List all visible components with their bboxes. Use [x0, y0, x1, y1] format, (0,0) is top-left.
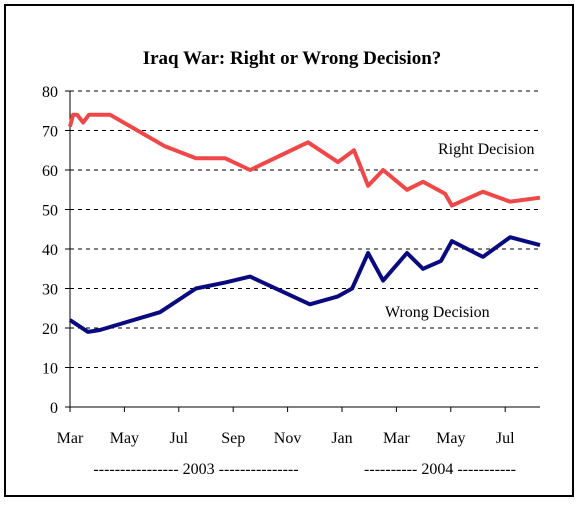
y-tick-label: 20 — [42, 321, 58, 338]
y-tick-label: 80 — [42, 84, 58, 101]
x-tick-label: Jan — [331, 430, 352, 447]
line — [68, 235, 541, 334]
frame — [4, 4, 574, 497]
x-tick-label: May — [110, 430, 139, 447]
y-tick-label: 40 — [42, 242, 58, 259]
x-tick-label: Jul — [496, 430, 515, 447]
line — [68, 112, 541, 208]
series-label: Right Decision — [438, 141, 534, 158]
series-label: Wrong Decision — [385, 304, 490, 321]
y-tick-label: 50 — [42, 203, 58, 220]
x-tick-label: May — [436, 430, 465, 447]
x-tick-label: Mar — [57, 430, 84, 447]
year-label: ---------- 2004 ----------- — [364, 461, 516, 478]
y-tick-label: 10 — [42, 361, 58, 378]
y-tick-label: 70 — [42, 124, 58, 141]
y-tick-label: 0 — [50, 400, 58, 417]
x-tick-label: Sep — [221, 430, 245, 447]
y-tick-label: 60 — [42, 163, 58, 180]
x-tick-label: Jul — [169, 430, 188, 447]
x-tick-label: Mar — [383, 430, 410, 447]
year-label: ---------------- 2003 --------------- — [93, 461, 298, 478]
chart-title: Iraq War: Right or Wrong Decision? — [143, 48, 442, 69]
x-tick-label: Nov — [274, 430, 302, 447]
y-tick-label: 30 — [42, 282, 58, 299]
